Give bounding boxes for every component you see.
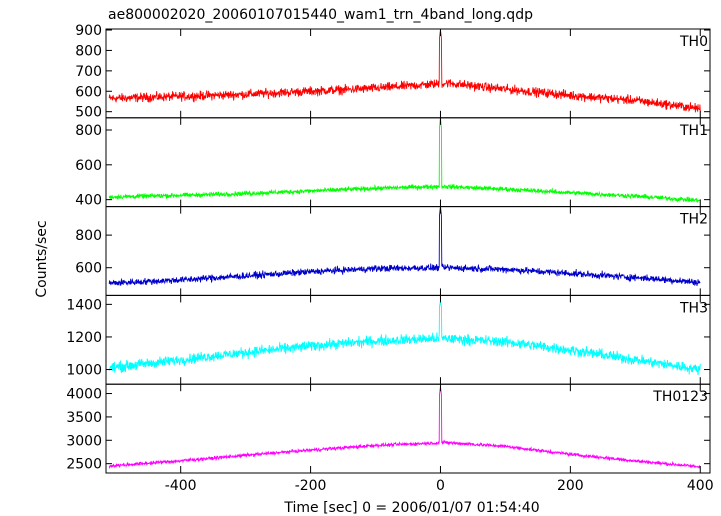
x-tick-labels: -400 -200 0 200 400 [165,478,714,494]
panel-frame [105,206,711,296]
panel-th1: 400 600 800 TH1 [75,117,711,209]
y-tick-label: 500 [75,105,102,121]
series-line-th1 [108,117,701,203]
panel-th2: 600 800 TH2 [75,206,711,296]
chart-title: ae800002020_20060107015440_wam1_trn_4ban… [108,7,533,23]
series-line-th2 [108,206,701,287]
y-tick-label: 800 [75,43,102,59]
y-tick-label: 3000 [66,433,102,449]
panel-frame [105,383,711,474]
series-line-th0123 [108,386,701,470]
x-tick-label: -400 [165,478,197,494]
y-tick-label: 900 [75,23,102,39]
x-tick-label: -200 [295,478,327,494]
x-tick-label: 200 [557,478,584,494]
panel-label-th3: TH3 [679,300,708,316]
x-tick-label: 400 [687,478,714,494]
panel-label-th1: TH1 [679,123,708,139]
y-tick-label: 4000 [66,387,102,403]
y-tick-label: 800 [75,228,102,244]
y-tick-label: 400 [75,193,102,209]
panel-th0: 500 600 700 800 900 TH0 [75,23,711,121]
y-tick-label: 1400 [66,297,102,313]
panel-frame [105,28,711,119]
y-tick-label: 2500 [66,457,102,473]
panel-th0123: 2500 3000 3500 4000 TH0123 [66,383,711,474]
panel-label-th0: TH0 [679,34,708,50]
x-axis-title: Time [sec] 0 = 2006/01/07 01:54:40 [283,500,539,516]
y-tick-label: 600 [75,84,102,100]
y-tick-label: 3500 [66,410,102,426]
y-tick-label: 1000 [66,363,102,379]
y-tick-label: 600 [75,158,102,174]
panel-label-th2: TH2 [679,212,708,228]
x-tick-label: 0 [436,478,445,494]
series-line-th3 [108,301,701,376]
panels-group: 500 600 700 800 900 TH0 400 600 800 TH1 600 800 TH2 1… [66,23,711,474]
y-axis-title: Counts/sec [34,220,50,297]
series-line-th0 [108,29,701,113]
y-tick-label: 1200 [66,330,102,346]
panel-label-th0123: TH0123 [652,389,708,405]
panel-th3: 1000 1200 1400 TH3 [66,294,711,385]
y-tick-label: 700 [75,64,102,80]
y-tick-label: 600 [75,261,102,277]
y-tick-label: 800 [75,123,102,139]
